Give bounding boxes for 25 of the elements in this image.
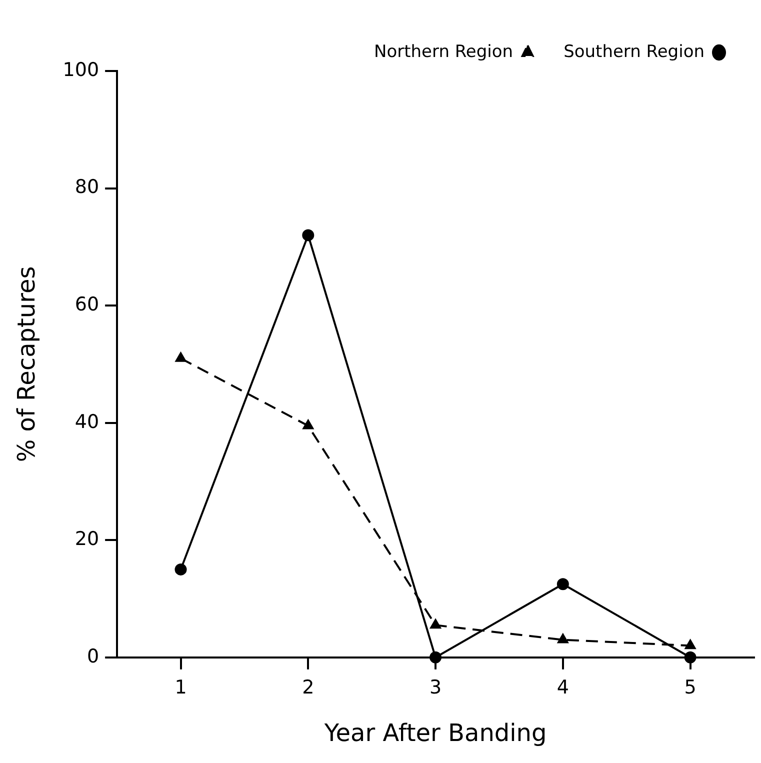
y-tick-label: 60 xyxy=(74,293,100,316)
point xyxy=(430,651,442,664)
x-tick-label: 5 xyxy=(684,676,696,699)
y-tick-label: 40 xyxy=(74,410,100,433)
y-tick-label: 100 xyxy=(62,58,100,81)
point xyxy=(302,420,314,430)
x-tick-label: 4 xyxy=(556,676,569,699)
point xyxy=(175,352,186,362)
y-tick-label: 20 xyxy=(74,528,100,550)
y-tick-label: 80 xyxy=(74,176,100,198)
point xyxy=(302,229,314,242)
x-axis-title: Year After Banding xyxy=(323,718,547,747)
point xyxy=(556,578,569,590)
y-tick-label: 0 xyxy=(86,645,100,668)
legend-label: Northern Region xyxy=(374,42,514,62)
point xyxy=(558,634,568,644)
legend-label: Southern Region xyxy=(564,42,704,62)
y-axis-title: % of Recaptures xyxy=(12,266,41,462)
point xyxy=(174,563,187,576)
point xyxy=(430,619,441,629)
x-tick-label: 2 xyxy=(302,676,314,699)
point xyxy=(684,640,696,650)
point xyxy=(684,651,696,664)
x-tick-label: 3 xyxy=(429,676,442,699)
x-tick-label: 1 xyxy=(174,676,187,699)
